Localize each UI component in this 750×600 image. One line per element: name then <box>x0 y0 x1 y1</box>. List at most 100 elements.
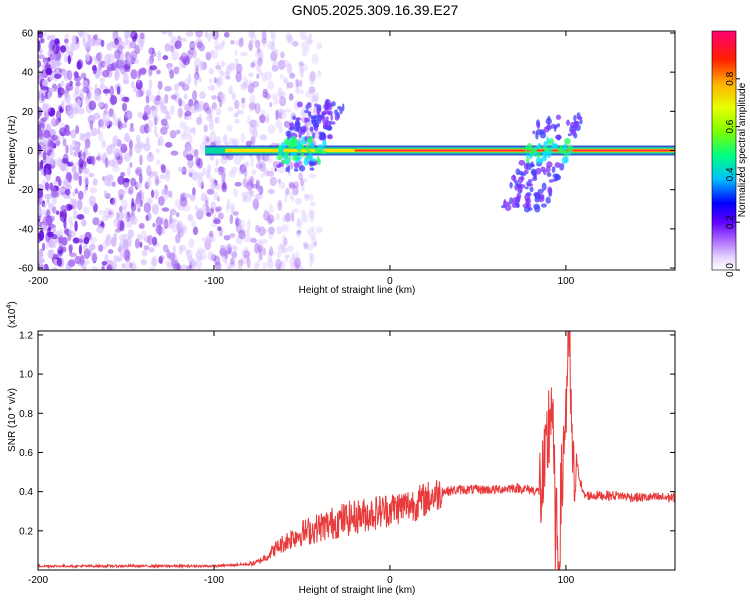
noise-blob <box>165 171 170 182</box>
noise-blob <box>271 39 275 47</box>
noise-blob <box>89 187 98 194</box>
noise-blob <box>298 172 303 181</box>
carrier-core <box>354 149 675 152</box>
noise-blob <box>308 74 316 86</box>
noise-blob <box>82 37 86 43</box>
noise-blob <box>71 198 77 206</box>
noise-blob <box>42 32 47 37</box>
noise-blob <box>179 196 188 207</box>
burst-blob <box>556 134 561 140</box>
noise-blob <box>145 59 154 66</box>
noise-blob <box>150 189 155 198</box>
noise-blob <box>295 88 301 95</box>
burst-blob <box>546 161 553 168</box>
burst-blob <box>322 139 327 147</box>
noise-blob <box>233 112 238 118</box>
burst-blob <box>276 164 282 169</box>
noise-blob <box>312 96 318 102</box>
burst-blob <box>285 130 292 137</box>
noise-blob <box>186 145 194 156</box>
noise-blob <box>124 184 128 195</box>
noise-blob <box>282 215 287 223</box>
noise-blob <box>197 158 203 169</box>
noise-blob <box>254 202 258 213</box>
noise-blob <box>179 264 188 270</box>
noise-blob <box>235 71 242 83</box>
noise-blob <box>252 198 260 210</box>
noise-blob <box>151 203 159 215</box>
noise-blob <box>284 254 291 259</box>
noise-blob <box>309 193 314 202</box>
x-tick-label: 100 <box>558 276 575 287</box>
noise-blob <box>239 154 245 160</box>
noise-blob <box>64 71 68 82</box>
noise-blob <box>64 162 69 173</box>
x-tick-label: 0 <box>387 276 393 287</box>
noise-blob <box>98 68 103 76</box>
noise-blob <box>316 42 323 50</box>
burst-blob <box>557 123 561 128</box>
y-tick-label: 60 <box>22 28 34 39</box>
burst-blob <box>309 126 314 132</box>
noise-blob <box>67 172 72 184</box>
burst-blob <box>312 122 320 128</box>
noise-blob <box>71 40 79 52</box>
noise-blob <box>41 92 45 102</box>
burst-blob <box>276 153 283 161</box>
noise-blob <box>84 138 91 149</box>
spectrogram-y-label: Frequency (Hz) <box>7 116 18 185</box>
burst-blob <box>298 165 306 172</box>
noise-blob <box>151 51 157 57</box>
noise-blob <box>69 42 76 52</box>
noise-blob <box>154 116 158 126</box>
noise-blob <box>291 252 296 262</box>
noise-blob <box>222 134 228 145</box>
burst-blob <box>337 106 342 110</box>
noise-blob <box>234 57 239 67</box>
noise-blob <box>102 111 111 123</box>
burst-blob <box>313 160 318 166</box>
noise-blob <box>107 208 115 219</box>
noise-blob <box>158 225 162 237</box>
noise-blob <box>237 227 246 235</box>
burst-blob <box>547 115 551 121</box>
noise-blob <box>209 154 215 161</box>
noise-blob <box>252 128 258 139</box>
noise-blob <box>76 213 85 220</box>
noise-blob <box>207 250 214 262</box>
burst-blob <box>523 205 531 213</box>
noise-blob <box>126 166 131 176</box>
burst-blob <box>535 153 542 158</box>
noise-blob <box>78 234 85 245</box>
noise-blob <box>119 211 124 220</box>
noise-blob <box>255 179 260 191</box>
noise-blob <box>99 83 105 90</box>
noise-blob <box>222 181 227 190</box>
noise-blob <box>83 244 88 251</box>
noise-blob <box>56 210 60 215</box>
noise-blob <box>238 170 243 176</box>
noise-blob <box>38 200 42 206</box>
noise-blob <box>278 109 287 120</box>
noise-blob <box>137 40 144 51</box>
noise-blob <box>124 112 131 118</box>
noise-blob <box>187 73 192 84</box>
noise-blob <box>191 171 199 181</box>
noise-blob <box>309 257 313 268</box>
noise-blob <box>47 226 52 232</box>
noise-blob <box>210 49 214 56</box>
burst-blob <box>546 172 552 177</box>
noise-blob <box>160 118 168 127</box>
noise-blob <box>167 31 173 38</box>
noise-blob <box>45 156 54 166</box>
burst-blob <box>293 168 299 172</box>
noise-blob <box>143 143 151 152</box>
burst-blob <box>325 99 329 107</box>
snr-x-label: Height of straight line (km) <box>299 585 416 596</box>
noise-blob <box>308 32 313 39</box>
noise-blob <box>53 73 62 79</box>
noise-blob <box>124 31 131 39</box>
burst-blob <box>524 193 531 202</box>
noise-blob <box>41 79 49 88</box>
noise-blob <box>137 111 143 118</box>
